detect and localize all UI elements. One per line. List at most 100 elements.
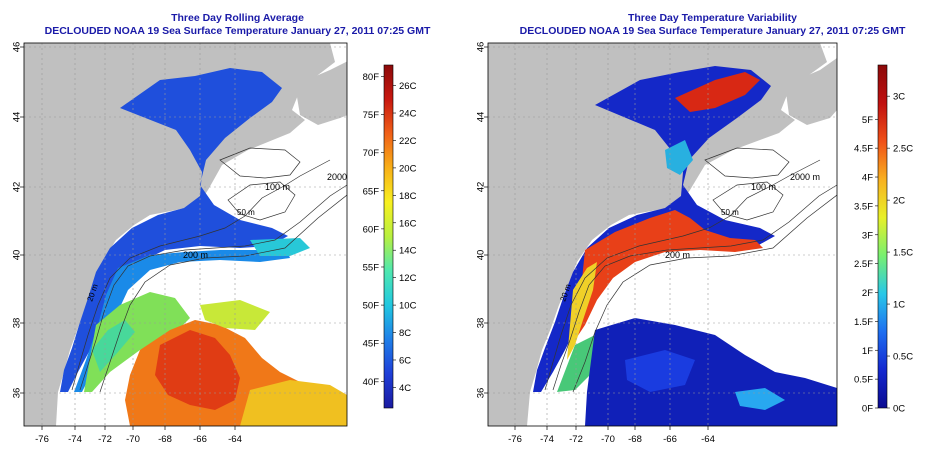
colorbar-label-celsius: 3C <box>893 92 905 103</box>
colorbar-label-fahrenheit: 60F <box>363 224 380 235</box>
contour-label-200m: 200 m <box>665 250 690 260</box>
y-tick-label: 42 <box>12 182 23 193</box>
colorbar-label-fahrenheit: 80F <box>363 72 380 83</box>
isobath-georges <box>712 181 784 221</box>
colorbar-label-fahrenheit: 75F <box>363 110 380 121</box>
isobath-200m <box>79 184 347 391</box>
colorbar-label-celsius: 0C <box>893 404 905 415</box>
land-mass <box>295 61 347 125</box>
y-tick-label: 36 <box>476 388 487 399</box>
colorbar-label-fahrenheit: 2F <box>862 288 873 299</box>
contour-label-200m: 200 m <box>183 250 208 260</box>
sst-warm-slope <box>84 292 190 392</box>
colorbar-label-celsius: 1.5C <box>893 248 913 259</box>
isobath-100m <box>544 159 821 391</box>
isobath-georges <box>227 181 296 221</box>
x-tick-label: -74 <box>540 434 554 445</box>
left-map-subtitle: DECLOUDED NOAA 19 Sea Surface Temperatur… <box>44 25 431 37</box>
colorbar-label-fahrenheit: 3F <box>862 230 873 241</box>
y-tick-label: 44 <box>12 112 23 123</box>
colorbar-label-fahrenheit: 70F <box>363 148 380 159</box>
sst-mid-teal <box>250 238 310 256</box>
x-tick-label: -64 <box>228 434 242 445</box>
y-tick-label: 42 <box>476 182 487 193</box>
left-map-figure: 200 m 100 m 2000 m 50 m 20 m -76 -74 -72 -7… <box>12 42 417 445</box>
variability-offshore <box>735 388 785 410</box>
colorbar-label-celsius: 4C <box>399 383 411 394</box>
variability-high-band <box>575 210 763 340</box>
colorbar-label-celsius: 2C <box>893 196 905 207</box>
variability-mid <box>665 140 693 175</box>
colorbar-label-celsius: 8C <box>399 328 411 339</box>
colorbar-label-fahrenheit: 4F <box>862 173 873 184</box>
colorbar-label-fahrenheit: 1.5F <box>854 317 873 328</box>
x-tick-label: -66 <box>193 434 207 445</box>
right-map-panel: Three Day Temperature Variability DECLOU… <box>475 0 950 475</box>
right-colorbar <box>877 64 888 409</box>
colorbar-label-fahrenheit: 50F <box>363 301 380 312</box>
land-mass <box>488 43 827 426</box>
colorbar-label-fahrenheit: 1F <box>862 346 873 357</box>
contour-label-100m: 100 m <box>751 182 776 192</box>
colorbar-label-fahrenheit: 0.5F <box>854 375 873 386</box>
isobath-gulf-maine <box>219 147 301 179</box>
y-tick-label: 40 <box>12 250 23 261</box>
colorbar-label-fahrenheit: 5F <box>862 115 873 126</box>
contour-label-100m: 100 m <box>265 182 290 192</box>
land-mass <box>24 43 335 426</box>
sst-gulf-stream-core <box>155 330 240 410</box>
x-tick-label: -76 <box>35 434 49 445</box>
x-tick-label: -72 <box>569 434 583 445</box>
left-map-panel: Three Day Rolling Average DECLOUDED NOAA… <box>12 12 431 445</box>
isobath-2000m <box>572 194 837 393</box>
colorbar-label-celsius: 24C <box>399 109 417 120</box>
isobath-gulf-maine <box>704 147 790 179</box>
x-tick-label: -68 <box>158 434 172 445</box>
sst-warm-yellow <box>240 380 347 426</box>
x-tick-label: -76 <box>508 434 522 445</box>
isobath-2000m <box>99 194 347 393</box>
left-colorbar <box>383 64 394 409</box>
y-tick-label: 46 <box>12 42 23 53</box>
y-tick-label: 44 <box>476 112 487 123</box>
colorbar-label-celsius: 18C <box>399 191 417 202</box>
sst-warm-slope <box>92 320 135 372</box>
colorbar-label-fahrenheit: 65F <box>363 186 380 197</box>
x-tick-label: -68 <box>628 434 642 445</box>
colorbar-label-fahrenheit: 3.5F <box>854 201 873 212</box>
colorbar-label-fahrenheit: 0F <box>862 404 873 415</box>
isobath-100m <box>71 159 331 391</box>
isobath-200m <box>552 184 837 391</box>
colorbar-label-celsius: 14C <box>399 246 417 257</box>
colorbar-label-fahrenheit: 4.5F <box>854 144 873 155</box>
colorbar-label-fahrenheit: 2.5F <box>854 259 873 270</box>
right-map-subtitle: DECLOUDED NOAA 19 Sea Surface Temperatur… <box>519 25 906 37</box>
colorbar-label-celsius: 22C <box>399 136 417 147</box>
colorbar-label-celsius: 16C <box>399 218 417 229</box>
y-tick-label: 38 <box>12 318 23 329</box>
y-tick-label: 46 <box>476 42 487 53</box>
colorbar-label-celsius: 26C <box>399 81 417 92</box>
colorbar-label-celsius: 10C <box>399 301 417 312</box>
x-tick-label: -70 <box>601 434 615 445</box>
colorbar-label-celsius: 2.5C <box>893 144 913 155</box>
left-map-frame <box>23 42 348 427</box>
colorbar-label-celsius: 6C <box>399 355 411 366</box>
x-tick-label: -72 <box>98 434 112 445</box>
variability-high-north <box>675 72 760 112</box>
x-tick-label: -66 <box>663 434 677 445</box>
colorbar-label-celsius: 1C <box>893 300 905 311</box>
land-mass <box>785 58 837 125</box>
y-tick-label: 40 <box>476 250 487 261</box>
sst-shelf-edge <box>74 246 290 392</box>
contour-label-2000m: 2000 m <box>327 172 357 182</box>
contour-label-2000m: 2000 m <box>790 172 820 182</box>
colorbar-label-fahrenheit: 40F <box>363 377 380 388</box>
colorbar-label-fahrenheit: 45F <box>363 339 380 350</box>
variability-mid <box>567 262 597 360</box>
variability-offshore <box>625 350 695 392</box>
x-tick-label: -64 <box>701 434 715 445</box>
y-tick-label: 38 <box>476 318 487 329</box>
left-map-title: Three Day Rolling Average <box>171 12 304 24</box>
right-map-frame <box>487 42 838 427</box>
